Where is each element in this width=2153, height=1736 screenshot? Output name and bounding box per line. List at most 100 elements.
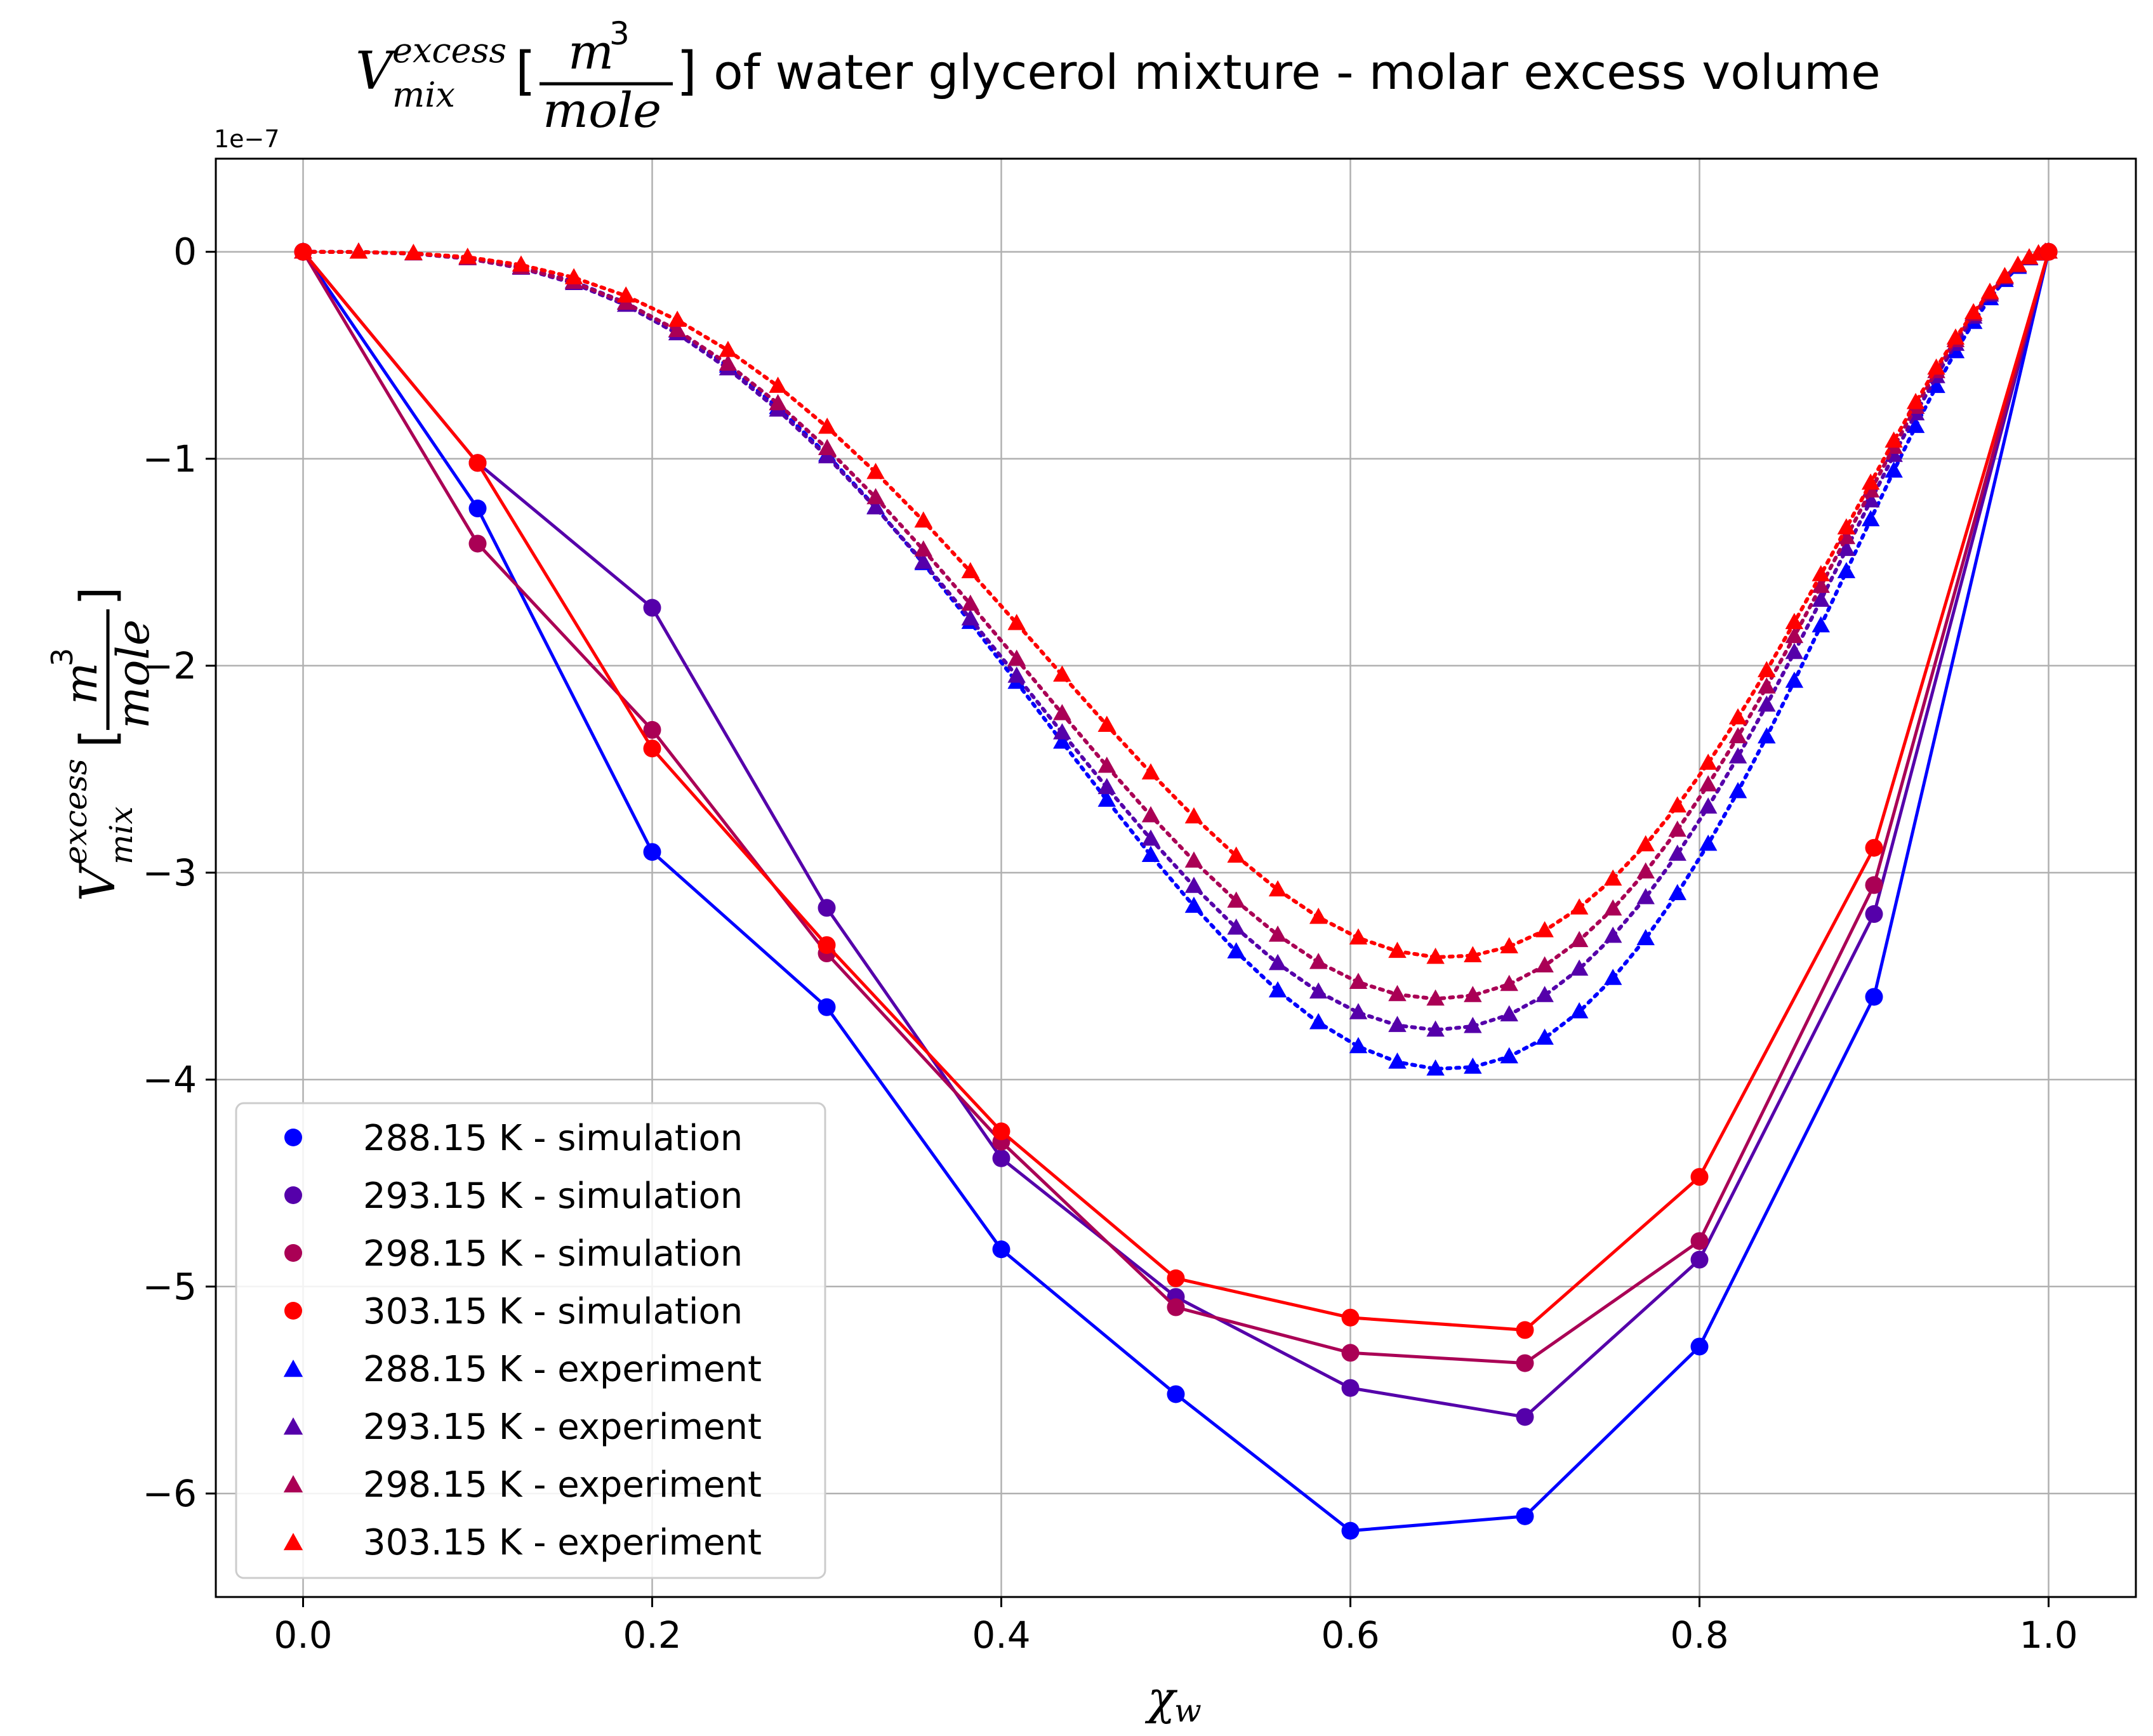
legend-label: 288.15 K - simulation [363,1118,743,1159]
experiment-point [1184,851,1203,868]
simulation-point [1516,1321,1534,1339]
experiment-point [1570,959,1589,976]
experiment-point [1964,303,1983,320]
experiment-point [1500,974,1518,991]
title-open-bracket: [ [515,41,536,102]
experiment-point [1885,461,1903,478]
experiment-point [1636,835,1655,852]
experiment-point [1603,969,1622,985]
simulation-point [1865,988,1883,1006]
plot-frame [215,157,2137,1598]
legend-label: 303.15 K - simulation [363,1291,743,1332]
ylabel-numerator-power: 3 [45,648,79,666]
experiment-point [1535,986,1554,1002]
experiment-point [668,321,687,337]
title-text: of water glycerol mixture - molar excess… [698,44,1881,100]
xlabel-symbol: χ [1144,1671,1178,1725]
experiment-point [1758,727,1776,744]
legend-marker-circle [284,1129,302,1146]
experiment-point [1388,984,1407,1002]
experiment-point [818,439,837,456]
experiment-point [1053,665,1071,682]
simulation-point [1865,905,1883,924]
experiment-point [404,243,423,260]
experiment-point [1699,834,1718,851]
experiment-point [1699,775,1718,792]
legend-frame [235,1102,826,1579]
simulation-point [1690,1250,1709,1269]
y-tick-label: −3 [143,851,197,894]
simulation-point [643,739,661,758]
axis-ticks: 0.0 0.2 0.4 0.6 0.8 1.0 0 −1 −2 −3 −4 −5 −6 [143,230,2078,1657]
experiment-line [301,249,2051,1001]
experiment-point [914,511,933,528]
experiment-point [866,487,885,505]
legend-marker-circle [284,1186,302,1204]
legend-label: 298.15 K - simulation [363,1233,743,1275]
experiment-point [1053,732,1071,749]
experiment-point [1812,590,1831,607]
simulation-point [992,1149,1010,1167]
experiment-point [1500,1047,1518,1064]
experiment-point [1464,946,1482,963]
experiment-point [1227,846,1245,863]
y-offset-label: 1e−7 [214,125,280,153]
experiment-point [349,242,368,259]
experiment-point [1728,747,1747,764]
simulation-point [1167,1298,1185,1316]
experiment-point [668,310,687,327]
experiment-point [1426,948,1445,964]
simulation-point [1167,1269,1185,1287]
y-tick-label: −4 [143,1058,197,1101]
experiment-point [1349,928,1368,945]
experiment-point [1785,672,1804,688]
simulation-point [1865,876,1883,894]
experiment-point [1570,931,1589,948]
y-tick-label: −5 [143,1265,197,1308]
experiment-point [1464,1016,1482,1033]
experiment-point [1668,820,1686,837]
experiment-point [1603,869,1622,886]
legend-marker-circle [284,1302,302,1320]
experiment-point [1388,941,1407,958]
experiment-point [1097,715,1116,732]
legend-marker-circle [284,1244,302,1262]
experiment-point [1603,899,1622,916]
experiment-point [1636,888,1655,904]
experiment-point [1388,1016,1407,1032]
simulation-point [468,454,487,472]
simulation-point [1167,1385,1185,1403]
experiment-point [818,417,837,434]
experiment-point [769,394,787,411]
experiment-point [1141,763,1160,779]
experiment-point [616,286,635,303]
ylabel-close-bracket: ] [69,586,126,606]
simulation-point [1341,1308,1360,1327]
experiment-point [1268,981,1287,998]
experiment-point [1227,918,1245,935]
experiment-point [961,594,980,611]
experiment-point [1812,616,1831,633]
experiment-point [1728,727,1747,744]
simulation-point [992,1122,1010,1141]
y-tick-label: −1 [143,437,197,480]
simulation-point [818,998,836,1016]
chart-title: V excess mix [ m 3 mole ] of water glyce… [355,15,1881,138]
legend-label: 303.15 K - experiment [363,1522,762,1563]
experiment-point [1837,518,1856,535]
simulation-point [1690,1337,1709,1356]
experiment-point [1388,1052,1407,1069]
experiment-point [1996,267,2014,283]
simulation-point [1341,1344,1360,1362]
experiment-point [1309,908,1328,924]
simulation-point [992,1240,1010,1259]
legend-label: 293.15 K - experiment [363,1407,762,1448]
simulation-point [1516,1354,1534,1372]
experiment-point [1668,844,1686,861]
experiment-point [1500,1005,1518,1022]
experiment-point [1141,845,1160,862]
simulation-point [1516,1507,1534,1525]
experiment-point [1535,956,1554,973]
experiment-point [1349,1037,1368,1054]
experiment-point [1980,282,1999,299]
